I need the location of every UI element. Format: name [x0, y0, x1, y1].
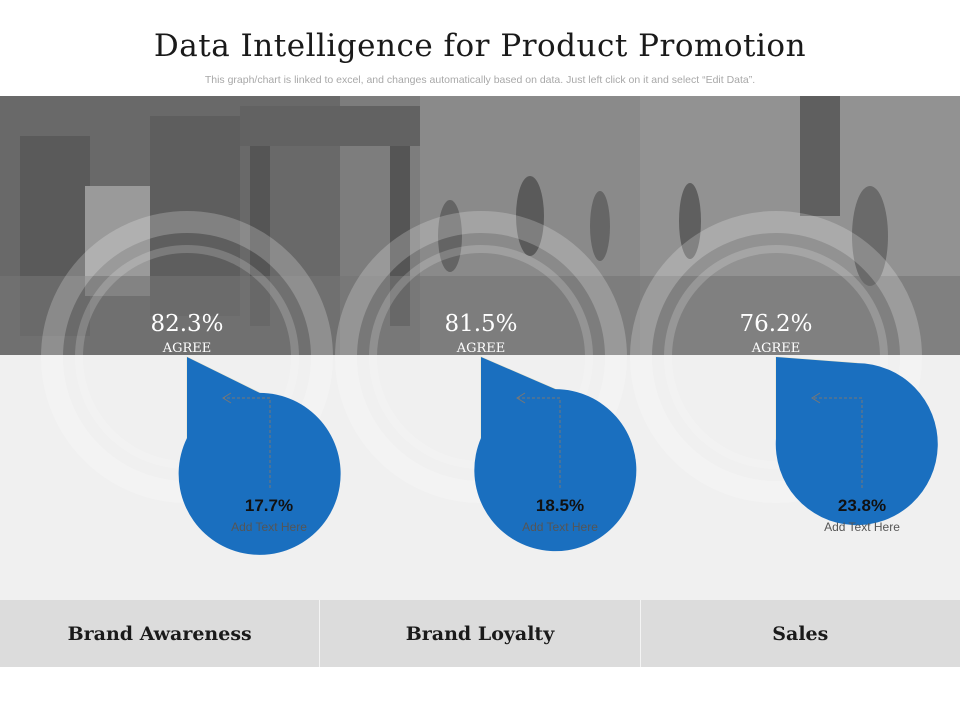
page-title: Data Intelligence for Product Promotion — [153, 28, 807, 64]
callout-value-2: 18.5% — [535, 496, 585, 515]
category-footer: Brand Awareness Brand Loyalty Sales — [0, 600, 960, 667]
decorative-ring — [630, 211, 922, 503]
pie-center-value: 82.3% — [150, 311, 223, 337]
category-label-3: Sales — [772, 622, 829, 645]
category-label-2: Brand Loyalty — [320, 600, 641, 667]
callout-text-3: Add Text Here — [824, 520, 900, 534]
page-subtitle: This graph/chart is linked to excel, and… — [204, 74, 756, 86]
callout-arrowhead — [222, 392, 232, 404]
background-photo — [0, 96, 960, 355]
pie-center-label: AGREE — [751, 341, 801, 356]
pie-center-label: AGREE — [162, 341, 212, 356]
callout-text-2: Add Text Here — [522, 520, 598, 534]
callout-line — [812, 397, 863, 488]
pie-center-value: 81.5% — [444, 311, 517, 337]
callout-line — [223, 397, 271, 488]
decorative-ring-inner — [664, 245, 888, 469]
callout-value-3: 23.8% — [837, 496, 887, 515]
pie-slice-agree — [474, 357, 637, 552]
callout-text-1: Add Text Here — [231, 520, 307, 534]
pie-chart-2: 81.5% AGREE — [335, 211, 637, 552]
callout-line — [517, 397, 561, 488]
pie-slice-agree — [178, 357, 341, 555]
callout-arrowhead — [811, 392, 821, 404]
pie-charts: 82.3% AGREE 81.5% AGREE 76.2% AGREE — [41, 211, 938, 555]
pie-chart-3: 76.2% AGREE — [630, 211, 938, 526]
callout-value-1: 17.7% — [244, 496, 294, 515]
pie-center-value: 76.2% — [739, 311, 812, 337]
category-label-1: Brand Awareness — [0, 600, 321, 667]
pie-center-label: AGREE — [456, 341, 506, 356]
pie-chart-1: 82.3% AGREE — [41, 211, 341, 555]
pie-slice-agree — [775, 357, 938, 526]
callout-arrowhead — [516, 392, 526, 404]
